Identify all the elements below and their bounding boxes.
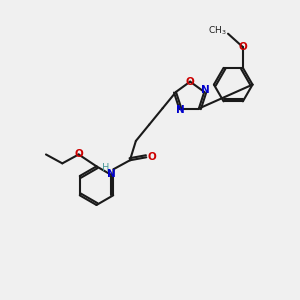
Text: N: N	[201, 85, 210, 95]
Text: N: N	[176, 105, 184, 115]
Text: O: O	[74, 149, 83, 160]
Text: CH$_3$: CH$_3$	[208, 25, 227, 37]
Text: N: N	[107, 169, 116, 178]
Text: O: O	[147, 152, 156, 162]
Text: O: O	[186, 76, 194, 87]
Text: O: O	[238, 42, 247, 52]
Text: H: H	[102, 163, 109, 173]
